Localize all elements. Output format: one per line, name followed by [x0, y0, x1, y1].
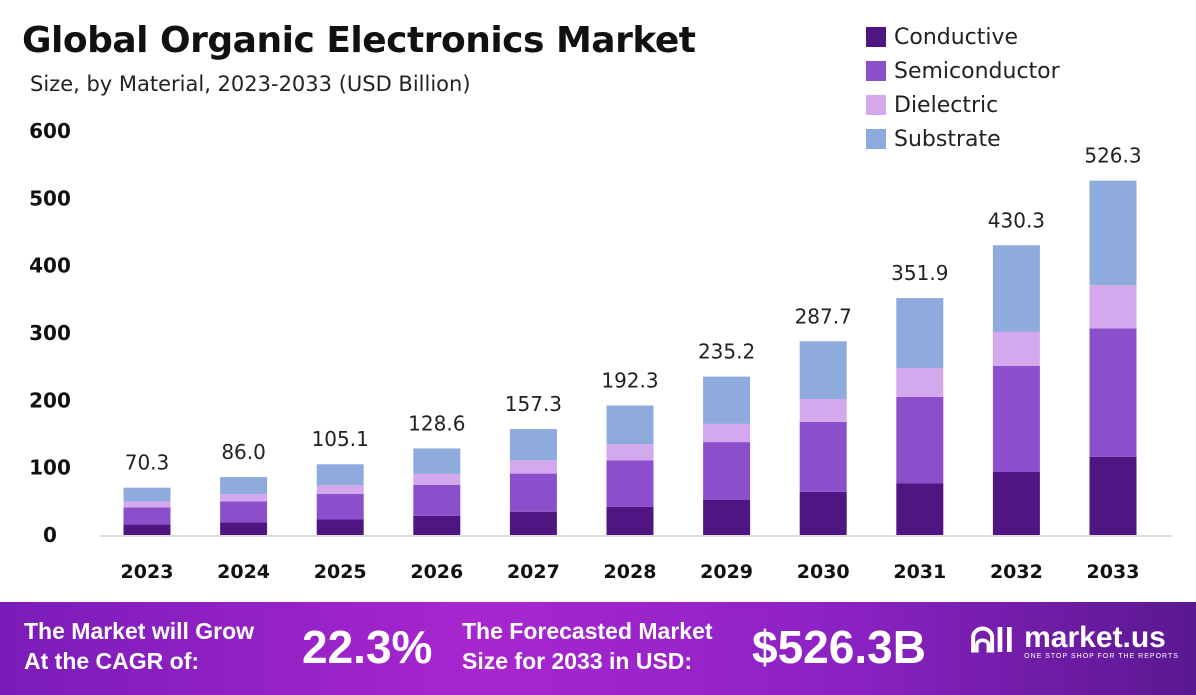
- x-tick-label: 2025: [314, 561, 367, 583]
- bar-segment-dielectric: [316, 485, 364, 494]
- x-tick-label: 2033: [1087, 561, 1140, 583]
- y-tick-label: 300: [29, 321, 71, 345]
- y-tick-label: 400: [29, 254, 71, 278]
- bar-segment-semiconductor: [703, 442, 751, 500]
- bar-segment-substrate: [509, 429, 557, 461]
- data-label: 235.2: [698, 340, 755, 364]
- data-label: 86.0: [221, 440, 266, 464]
- x-tick-label: 2026: [410, 561, 463, 583]
- bar-segment-dielectric: [509, 460, 557, 474]
- bar-segment-conductive: [413, 515, 461, 535]
- bar-segment-conductive: [316, 519, 364, 535]
- bar-segment-dielectric: [799, 398, 847, 422]
- legend-label: Substrate: [894, 126, 1001, 152]
- data-label: 287.7: [795, 304, 852, 328]
- y-tick-label: 600: [29, 119, 71, 143]
- bar-segment-conductive: [703, 499, 751, 535]
- size-value: $526.3B: [752, 621, 926, 673]
- bar-segment-semiconductor: [992, 365, 1040, 472]
- bar-segment-conductive: [799, 491, 847, 535]
- bar-segment-substrate: [703, 376, 751, 424]
- x-tick-label: 2027: [507, 561, 560, 583]
- data-label: 128.6: [408, 411, 465, 435]
- chart-subtitle: Size, by Material, 2023-2033 (USD Billio…: [30, 72, 471, 96]
- bar-segment-dielectric: [992, 331, 1040, 366]
- bar-segment-dielectric: [896, 368, 944, 397]
- bar-segment-substrate: [1089, 180, 1137, 286]
- bar-segment-semiconductor: [1089, 328, 1137, 457]
- bar-segment-conductive: [896, 483, 944, 535]
- bar-segment-conductive: [606, 506, 654, 535]
- bar-segment-dielectric: [220, 494, 268, 502]
- data-label: 157.3: [505, 392, 562, 416]
- bar-segment-substrate: [606, 405, 654, 445]
- legend-label: Conductive: [894, 24, 1019, 50]
- bar-segment-semiconductor: [606, 460, 654, 507]
- bar-segment-conductive: [992, 471, 1040, 535]
- y-tick-label: 500: [29, 186, 71, 210]
- data-label: 192.3: [601, 369, 658, 393]
- bar-segment-substrate: [413, 448, 461, 474]
- bar-segment-semiconductor: [123, 507, 171, 525]
- logo-icon: ᕱll: [970, 622, 1015, 660]
- bar-segment-semiconductor: [413, 484, 461, 516]
- bar-segment-semiconductor: [316, 493, 364, 520]
- bar-segment-substrate: [992, 245, 1040, 332]
- bar-segment-semiconductor: [799, 421, 847, 492]
- bar-segment-substrate: [123, 487, 171, 502]
- x-tick-label: 2024: [217, 561, 270, 583]
- bar-segment-dielectric: [413, 473, 461, 485]
- legend-item-conductive: Conductive: [866, 20, 1060, 54]
- footer-banner: The Market will Grow At the CAGR of: 22.3…: [0, 602, 1196, 695]
- legend-label: Semiconductor: [894, 58, 1060, 84]
- y-tick-label: 0: [43, 523, 57, 547]
- chart-title: Global Organic Electronics Market: [22, 20, 696, 61]
- legend-label: Dielectric: [894, 92, 999, 118]
- brand-tagline: ONE STOP SHOP FOR THE REPORTS: [1024, 653, 1179, 660]
- bar-segment-semiconductor: [220, 501, 268, 523]
- data-label: 351.9: [891, 261, 948, 285]
- bar-segment-conductive: [123, 524, 171, 535]
- x-tick-label: 2031: [893, 561, 946, 583]
- bar-segment-dielectric: [606, 444, 654, 461]
- bar-segment-substrate: [220, 477, 268, 495]
- bar-segment-conductive: [509, 511, 557, 535]
- chart-plot: 0 100 200 300 400 500 600 70.3 2023 86.0 2024 105.1…: [29, 119, 1172, 583]
- bar-segment-substrate: [799, 341, 847, 399]
- x-tick-label: 2030: [797, 561, 850, 583]
- legend-item-semiconductor: Semiconductor: [866, 54, 1060, 88]
- legend-item-dielectric: Dielectric: [866, 88, 1060, 122]
- brand-name: market.us: [1024, 621, 1166, 654]
- data-label: 526.3: [1084, 144, 1141, 168]
- x-tick-label: 2032: [990, 561, 1043, 583]
- size-label: The Forecasted Market Size for 2033 in US…: [462, 618, 713, 674]
- x-tick-label: 2029: [700, 561, 753, 583]
- bar-segment-semiconductor: [896, 396, 944, 484]
- bar-segment-conductive: [1089, 456, 1137, 535]
- data-label: 430.3: [988, 208, 1045, 232]
- y-tick-label: 100: [29, 456, 71, 480]
- bar-segment-dielectric: [123, 501, 171, 508]
- bar-segment-dielectric: [1089, 285, 1137, 329]
- bar-segment-conductive: [220, 522, 268, 535]
- y-tick-label: 200: [29, 388, 71, 412]
- data-label: 70.3: [125, 451, 170, 475]
- data-label: 105.1: [312, 427, 369, 451]
- cagr-label: The Market will Grow At the CAGR of:: [24, 618, 255, 674]
- legend: Conductive Semiconductor Dielectric Subs…: [866, 20, 1060, 156]
- bar-segment-dielectric: [703, 423, 751, 443]
- brand-logo: ᕱll market.us ONE STOP SHOP FOR THE REPOR…: [970, 622, 1179, 661]
- bar-segment-semiconductor: [509, 473, 557, 512]
- bar-segment-substrate: [896, 298, 944, 369]
- x-tick-label: 2028: [604, 561, 657, 583]
- legend-item-substrate: Substrate: [866, 122, 1060, 156]
- x-tick-label: 2023: [121, 561, 174, 583]
- bar-segment-substrate: [316, 464, 364, 486]
- cagr-value: 22.3%: [302, 621, 433, 673]
